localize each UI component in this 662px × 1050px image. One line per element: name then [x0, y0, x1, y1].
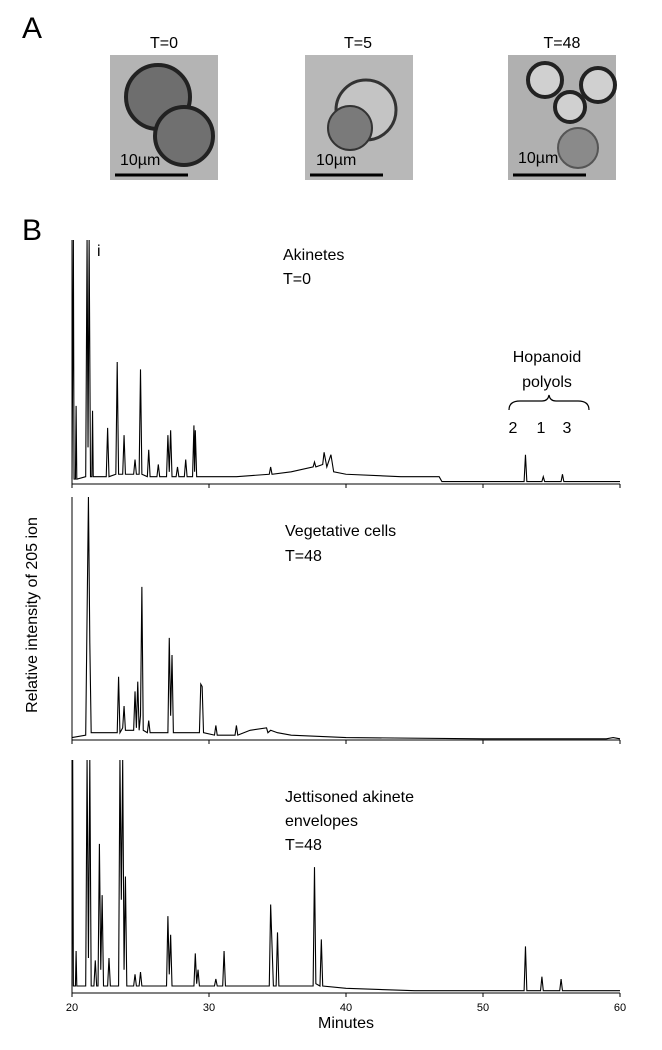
annotation: Hopanoid: [513, 349, 582, 366]
micrograph-time: T=5: [344, 35, 372, 52]
annotation: Akinetes: [283, 247, 344, 264]
cell: [526, 61, 564, 99]
chromatogram: [71, 239, 620, 483]
cell: [553, 90, 587, 124]
brace: [508, 394, 590, 411]
cell: [153, 105, 215, 167]
annotation: T=0: [283, 271, 311, 288]
x-tick-label: 30: [203, 1002, 215, 1014]
annotation: 2: [509, 420, 518, 437]
panel-label: B: [22, 214, 42, 247]
x-tick-label: 50: [477, 1002, 489, 1014]
panel-label: A: [22, 12, 42, 45]
cell: [327, 105, 373, 151]
y-axis-label: Relative intensity of 205 ion: [24, 517, 41, 713]
x-tick-label: 60: [614, 1002, 626, 1014]
x-tick-label: 20: [66, 1002, 78, 1014]
chromatogram: [71, 496, 621, 740]
annotation: 1: [537, 420, 546, 437]
micrograph-time: T=48: [544, 35, 581, 52]
annotation: Vegetative cells: [285, 523, 396, 540]
annotation: i: [97, 243, 101, 260]
x-tick-label: 40: [340, 1002, 352, 1014]
micrograph: [110, 55, 617, 180]
annotation: T=48: [285, 837, 322, 854]
annotation: envelopes: [285, 813, 358, 830]
annotation: T=48: [285, 548, 322, 565]
annotation: Jettisoned akinete: [285, 789, 414, 806]
chromatogram: [71, 759, 620, 992]
scale-bar-label: 10µm: [518, 150, 558, 167]
x-axis-label: Minutes: [318, 1015, 374, 1032]
annotation: 3: [563, 420, 572, 437]
cell: [579, 66, 617, 104]
scale-bar-label: 10µm: [120, 152, 160, 169]
scale-bar-label: 10µm: [316, 152, 356, 169]
cell: [557, 127, 599, 169]
micrograph-time: T=0: [150, 35, 178, 52]
annotation: polyols: [522, 374, 572, 391]
